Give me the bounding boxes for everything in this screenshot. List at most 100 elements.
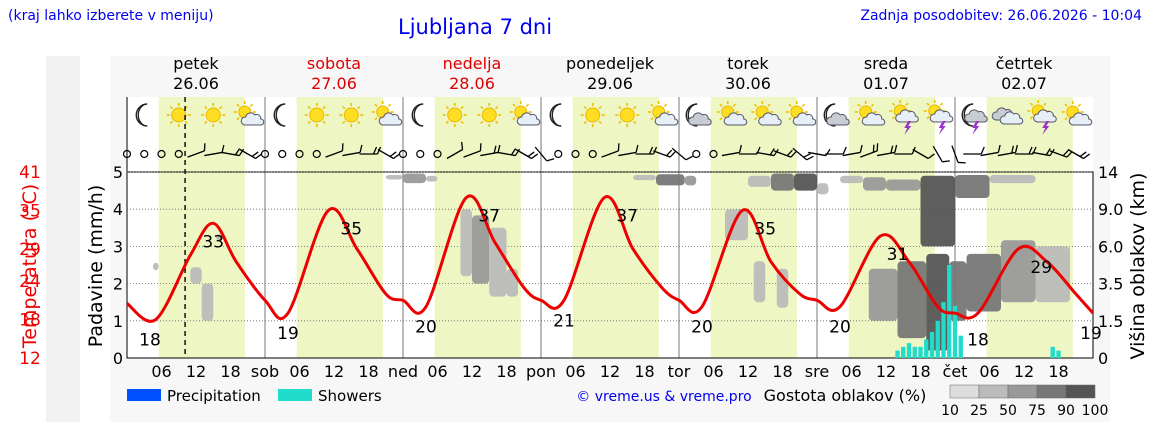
cloud-height-tick-label: 14	[1098, 163, 1118, 182]
temperature-value-label: 21	[553, 311, 575, 331]
daylight-band	[296, 97, 383, 358]
credit-link: © vreme.us & vreme.pro	[576, 389, 751, 405]
wind-calm-marker	[416, 149, 425, 159]
cloud-height-tick-label: 1.5	[1098, 312, 1123, 331]
temperature-value-label: 37	[478, 207, 500, 227]
x-tick-label: 06	[565, 362, 585, 381]
wind-barb	[221, 148, 245, 157]
cloud-cell	[886, 179, 921, 191]
x-tick-label: 12	[600, 362, 620, 381]
moon-cloud-icon	[685, 103, 712, 127]
cloud-cell	[949, 261, 967, 321]
sun-icon	[615, 103, 640, 127]
shower-bar	[935, 320, 940, 358]
day-date-label: 29.06	[587, 74, 633, 93]
thunder-icon	[923, 100, 954, 135]
wind-barb	[480, 144, 501, 157]
cloud-cell	[472, 215, 490, 284]
wind-barb	[842, 144, 863, 157]
wind-calm-marker	[140, 149, 149, 159]
wind-calm-marker	[174, 149, 183, 159]
wind-calm-marker	[692, 149, 701, 159]
wind-barb	[342, 144, 363, 157]
moon-icon	[549, 103, 562, 127]
sun-cloud-icon	[509, 101, 541, 126]
cloud-density-swatch	[978, 384, 1009, 399]
cloud-cell	[863, 177, 886, 191]
shower-bar	[924, 339, 929, 358]
temperature-tick-label: 12	[19, 349, 41, 369]
x-tick-label: 18	[496, 362, 516, 381]
sun-cloud-icon	[785, 101, 817, 126]
cloud-cell	[489, 227, 507, 297]
temperature-value-label: 20	[829, 318, 851, 338]
cloud-density-tick-label: 25	[970, 403, 988, 419]
wind-barb	[653, 149, 676, 158]
cloud-cell	[840, 175, 863, 184]
cloud-density-title: Gostota oblakov (%)	[764, 386, 927, 405]
cloud-density-swatch	[1007, 384, 1038, 399]
sun-cloud-icon	[647, 101, 679, 126]
wind-barb	[825, 146, 847, 155]
x-tick-label: 18	[1048, 362, 1068, 381]
wind-barb	[1049, 149, 1073, 158]
cloud-cell	[216, 234, 222, 241]
cloud-cell	[920, 175, 955, 247]
x-tick-label: 18	[220, 362, 240, 381]
cloud-density-tick-label: 100	[1082, 403, 1109, 419]
sun-icon	[339, 103, 364, 127]
cloud-cell	[955, 174, 990, 199]
day-name-label: sreda	[864, 54, 908, 73]
wind-calm-marker	[157, 149, 166, 159]
wind-barb	[635, 146, 658, 155]
wind-barb	[239, 148, 263, 160]
temperature-tick-label: 41	[19, 163, 41, 183]
wind-calm-marker	[588, 149, 597, 159]
wind-barb	[997, 144, 1018, 157]
cloud-cell	[426, 175, 438, 182]
x-tick-label: sre	[805, 362, 829, 381]
temperature-axis-title: Temperatura (°C)	[19, 184, 41, 349]
cloud-cell	[403, 173, 426, 184]
cloud-cell	[385, 174, 403, 180]
location-hint-link[interactable]: (kraj lahko izberete v meniju)	[8, 8, 214, 24]
x-tick-label: pon	[526, 362, 556, 381]
temperature-value-label: 20	[691, 318, 713, 338]
precip-tick-label: 1	[113, 312, 123, 331]
x-tick-label: 06	[703, 362, 723, 381]
wind-barb	[773, 149, 797, 158]
precip-tick-label: 3	[113, 237, 123, 256]
sun-cloud-icon	[371, 101, 403, 126]
cloud-cell	[748, 175, 771, 187]
cloud-cell	[966, 253, 1001, 312]
x-tick-label: 12	[462, 362, 482, 381]
temperature-value-label: 20	[415, 318, 437, 338]
day-name-label: četrtek	[996, 54, 1054, 73]
x-tick-label: 12	[186, 362, 206, 381]
legend-label: Showers	[318, 387, 382, 405]
wind-barb	[534, 146, 555, 162]
temperature-value-label: 37	[616, 207, 638, 227]
cloud-density-tick-label: 10	[941, 403, 959, 419]
wind-barb	[951, 145, 966, 164]
last-updated: Zadnja posodobitev: 26.06.2026 - 10:04	[860, 8, 1142, 24]
precip-axis-title: Padavine (mm/h)	[85, 185, 107, 348]
x-tick-label: 06	[841, 362, 861, 381]
wind-barb	[204, 144, 225, 157]
temperature-value-label: 19	[1080, 324, 1102, 344]
x-tick-label: 12	[324, 362, 344, 381]
sun-cloud-icon	[716, 101, 748, 126]
moon-icon	[135, 103, 148, 127]
x-tick-label: 12	[1014, 362, 1034, 381]
moon-icon	[273, 103, 286, 127]
wind-calm-marker	[709, 149, 718, 159]
x-tick-label: 18	[358, 362, 378, 381]
cloud-cell	[684, 175, 697, 186]
shower-bar	[901, 346, 906, 358]
cloud-cell	[1001, 240, 1036, 303]
moon-icon	[411, 103, 424, 127]
day-name-label: sobota	[307, 54, 361, 73]
cloud-cell	[656, 174, 685, 186]
sun-cloud-icon	[233, 101, 265, 126]
